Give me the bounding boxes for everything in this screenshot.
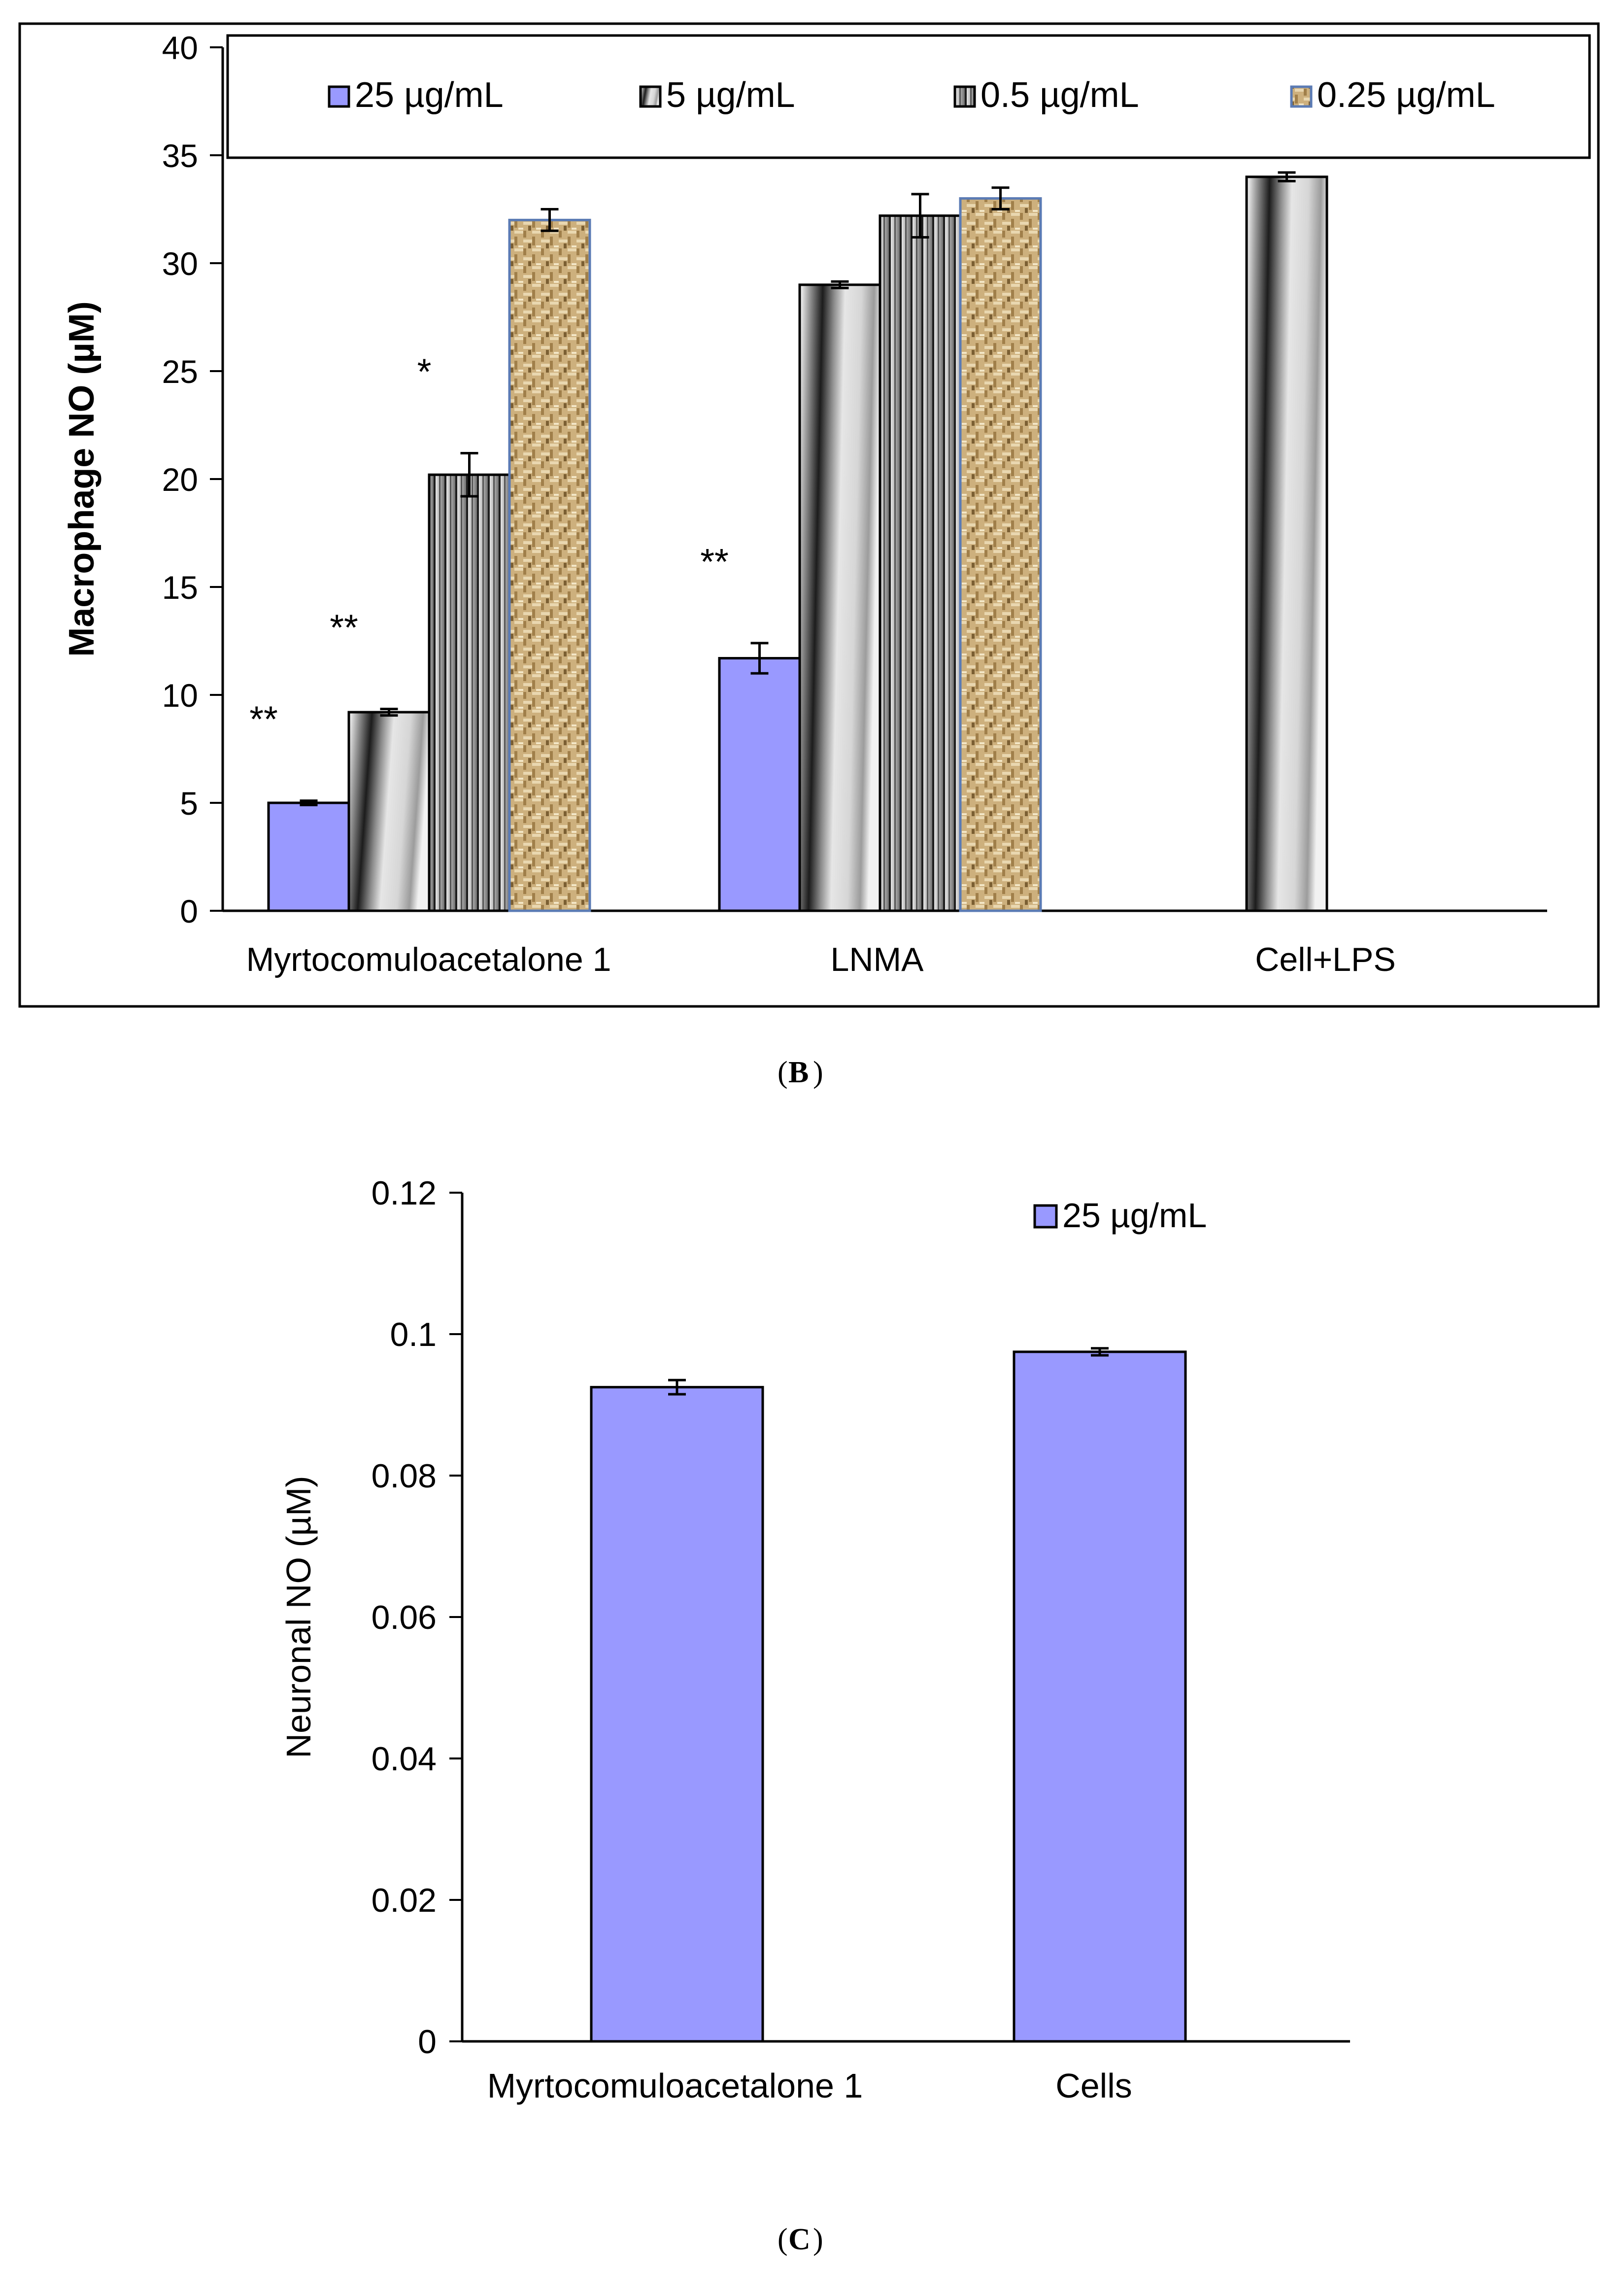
b-x-tick-label: Cell+LPS	[1255, 941, 1395, 978]
b-bar	[798, 283, 881, 912]
b-y-tick-label: 20	[162, 461, 198, 498]
b-y-tick-label: 30	[162, 245, 198, 282]
b-significance: **	[249, 699, 278, 740]
b-y-axis-label: Macrophage NO (µM)	[62, 301, 102, 657]
c-y-tick-label: 0.06	[372, 1599, 437, 1636]
b-significance: **	[700, 541, 729, 582]
c-x-tick-label: Cells	[1055, 2066, 1132, 2105]
b-y-tick-label: 40	[162, 30, 198, 66]
caption-b-open: (	[778, 1056, 788, 1089]
b-y-tick-label: 10	[162, 677, 198, 714]
b-legend-swatch	[953, 85, 976, 108]
c-legend-label: 25 µg/mL	[1062, 1196, 1207, 1235]
b-legend-label: 0.5 µg/mL	[981, 75, 1139, 115]
b-bar	[428, 473, 511, 912]
c-legend-swatch	[1033, 1204, 1058, 1229]
c-y-tick-label: 0	[418, 2023, 437, 2061]
b-bar	[1245, 175, 1328, 912]
b-legend-label: 5 µg/mL	[666, 75, 795, 115]
b-legend-swatch	[328, 85, 350, 108]
b-bar	[718, 657, 801, 912]
c-x-tick-label: Myrtocomuloacetalone 1	[487, 2066, 863, 2105]
b-bar	[267, 801, 350, 912]
c-y-tick-label: 0.1	[390, 1316, 437, 1353]
chart-c: 0 0.02 0.04 0.06 0.08 0.1 0.12 Neuronal NO (µM)…	[279, 1174, 1350, 2105]
c-bar	[1013, 1350, 1187, 2043]
b-legend-box	[226, 34, 1591, 159]
b-y-tick-label: 5	[180, 785, 198, 822]
b-y-tick-label: 15	[162, 569, 198, 606]
caption-c-open: (	[778, 2223, 788, 2256]
b-legend-label: 0.25 µg/mL	[1317, 75, 1495, 115]
caption-c-close: )	[813, 2223, 823, 2256]
b-bar	[959, 197, 1042, 912]
b-bar	[508, 218, 591, 912]
c-bar	[590, 1386, 764, 2043]
b-x-tick-label: LNMA	[831, 941, 924, 978]
c-y-tick-label: 0.12	[372, 1174, 437, 1212]
c-y-tick-label: 0.02	[372, 1882, 437, 1919]
b-significance: *	[417, 351, 432, 392]
b-bar	[347, 711, 431, 912]
b-y-tick-label: 25	[162, 353, 198, 390]
b-legend-swatch	[1290, 85, 1313, 108]
b-x-tick-label: Myrtocomuloacetalone 1	[246, 941, 611, 978]
b-y-tick-label: 0	[180, 893, 198, 930]
caption-b-close: )	[813, 1056, 823, 1089]
b-legend-label: 25 µg/mL	[355, 75, 504, 115]
b-y-tick-label: 35	[162, 138, 198, 174]
caption-c: C	[788, 2223, 811, 2256]
c-y-tick-label: 0.04	[372, 1740, 437, 1778]
c-y-tick-label: 0.08	[372, 1457, 437, 1495]
b-significance: **	[330, 607, 358, 648]
b-legend-swatch	[639, 85, 662, 108]
c-y-axis-label: Neuronal NO (µM)	[279, 1476, 318, 1758]
caption-b: B	[788, 1056, 809, 1089]
b-bar	[879, 214, 962, 912]
